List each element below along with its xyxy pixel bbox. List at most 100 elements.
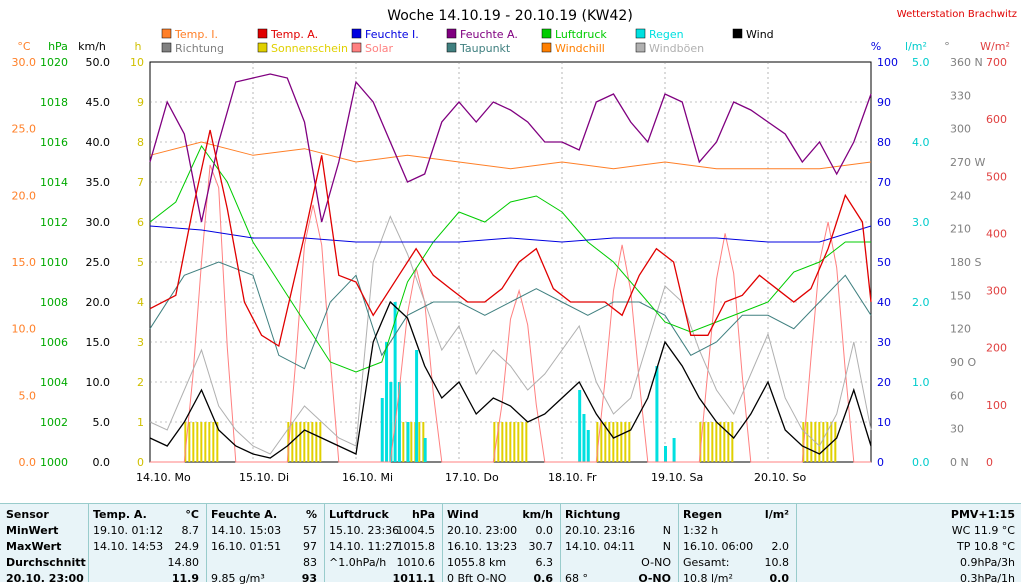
table-cell-value: 57 — [303, 524, 317, 537]
wind-axis-tick-label: 30.0 — [86, 216, 111, 229]
table-cell-value: 83 — [303, 556, 317, 569]
legend-swatch — [351, 28, 362, 39]
pressure-axis-tick-label: 1016 — [40, 136, 68, 149]
chart-legend: Temp. I. Temp. A. Feuchte I. Feuchte A. Luft… — [161, 28, 774, 55]
direction-axis-tick-label: 30 — [950, 423, 964, 436]
pressure-axis-tick-label: 1020 — [40, 56, 68, 69]
wind-axis-tick-label: 15.0 — [86, 336, 111, 349]
row-label: MaxWert — [6, 540, 62, 553]
solar-axis-tick-label: 200 — [986, 342, 1007, 355]
sunshine-bar — [216, 422, 219, 462]
pmv-value: 0.3hPa/1h — [959, 572, 1015, 585]
temp-axis-tick-label: 10.0 — [12, 323, 37, 336]
sunshine-bar — [624, 422, 627, 462]
legend-label: Wind — [746, 28, 774, 41]
humidity-axis-tick-label: 70 — [877, 176, 891, 189]
temp-axis-tick-label: 15.0 — [12, 256, 37, 269]
sun-axis-tick-label: 1 — [137, 416, 144, 429]
rain-unit: l/m² — [764, 508, 789, 521]
direction-axis-tick-label: 300 — [950, 123, 971, 136]
sunshine-bar — [311, 422, 314, 462]
temp-axis-tick-label: 0.0 — [19, 456, 37, 469]
solar-axis-tick-label: 0 — [986, 456, 993, 469]
pmv-value: TP 10.8 °C — [956, 540, 1015, 553]
sunshine-bar — [299, 422, 302, 462]
table-cell-value: 0.0 — [535, 524, 554, 537]
humidity-axis-tick-label: 40 — [877, 296, 891, 309]
table-cell-info: Gesamt: — [683, 556, 730, 569]
sun-axis-tick-label: 5 — [137, 256, 144, 269]
pressure-axis-tick-label: 1002 — [40, 416, 68, 429]
table-row: 20.10. 23:16 N — [565, 523, 673, 539]
legend-label: Windböen — [649, 42, 704, 55]
sunshine-bar — [830, 422, 833, 462]
sun-axis-tick-label: 8 — [137, 136, 144, 149]
temp-axis-tick-label: 20.0 — [12, 189, 37, 202]
sunshine-bar — [727, 422, 730, 462]
table-cell-value: 30.7 — [528, 540, 554, 553]
table-cell-value: 1015.8 — [396, 540, 436, 553]
sun-axis-tick-label: 0 — [137, 456, 144, 469]
table-cell-info: 1:32 h — [683, 524, 719, 537]
x-tick-label: 15.10. Di — [239, 471, 289, 484]
sunshine-bar — [509, 422, 512, 462]
sunshine-bar — [806, 422, 809, 462]
sunshine-bar — [711, 422, 714, 462]
table-cell-value: 1011.1 — [392, 572, 435, 585]
table-row: 1:32 h — [683, 523, 791, 539]
table-row: 16.10. 06:00 2.0 — [683, 539, 791, 555]
temp-header-label: Temp. A. — [93, 508, 147, 521]
x-tick-label: 20.10. So — [754, 471, 806, 484]
legend-label: Windchill — [555, 42, 605, 55]
chart-axes: 0.05.010.015.020.025.030.0°C100010021004… — [12, 40, 1010, 469]
rain-bar — [672, 438, 676, 462]
table-cell-info: 68 ° — [565, 572, 588, 585]
sunshine-bar — [608, 422, 611, 462]
pressure-axis-tick-label: 1004 — [40, 376, 68, 389]
sunshine-bar — [612, 422, 615, 462]
row-label: Durchschnitt — [6, 556, 86, 569]
wind-axis-tick-label: 50.0 — [86, 56, 111, 69]
table-cell-value: 24.9 — [174, 540, 200, 553]
row-label: 20.10. 23:00 — [6, 572, 84, 585]
solar-axis-tick-label: 600 — [986, 113, 1007, 126]
sunshine-bar — [822, 422, 825, 462]
sunshine-bar — [826, 422, 829, 462]
table-cell-value: 0.6 — [533, 572, 554, 585]
legend-label: Luftdruck — [555, 28, 607, 41]
pmv-value: 0.9hPa/3h — [959, 556, 1015, 569]
x-axis-labels: 14.10. Mo 15.10. Di 16.10. Mi 17.10. Do 18.1… — [136, 471, 806, 484]
dir-header: Richtung — [565, 507, 673, 523]
rain-axis-tick-label: 4.0 — [912, 136, 930, 149]
hum-unit: % — [305, 508, 317, 521]
table-row: 1055.8 km 6.3 — [447, 555, 555, 571]
humidity-axis-tick-label: 0 — [877, 456, 884, 469]
sunshine-bar — [818, 422, 821, 462]
table-cell-value: 97 — [303, 540, 317, 553]
temp-header: Temp. A. °C — [93, 507, 201, 523]
wind-axis-tick-label: 5.0 — [93, 416, 111, 429]
table-row: 16.10. 01:51 97 — [211, 539, 319, 555]
table-row: 9.85 g/m³ 93 — [211, 571, 319, 587]
humidity-axis-unit-label: % — [871, 40, 881, 53]
legend-swatch — [161, 28, 172, 39]
chart-lines — [149, 73, 872, 463]
sun-axis-tick-label: 10 — [130, 56, 144, 69]
table-row: Gesamt: 10.8 — [683, 555, 791, 571]
sunshine-bar — [834, 422, 837, 462]
x-tick-label: 19.10. Sa — [651, 471, 703, 484]
table-cell-value: O-NO — [638, 572, 671, 585]
sunshine-bar — [303, 422, 306, 462]
temp-axis-tick-label: 5.0 — [19, 389, 37, 402]
rain-bar — [393, 302, 397, 462]
table-cell-info: 15.10. 23:36 — [329, 524, 400, 537]
table-row: 14.80 — [93, 555, 201, 571]
press-unit: hPa — [411, 508, 435, 521]
legend-swatch — [257, 42, 268, 53]
table-cell-value: 0.0 — [769, 572, 790, 585]
hum-header-label: Feuchte A. — [211, 508, 278, 521]
table-cell-info: 14.10. 15:03 — [211, 524, 282, 537]
legend-label: Sonnenschein — [271, 42, 348, 55]
legend-swatch — [635, 42, 646, 53]
sun-axis-tick-label: 7 — [137, 176, 144, 189]
